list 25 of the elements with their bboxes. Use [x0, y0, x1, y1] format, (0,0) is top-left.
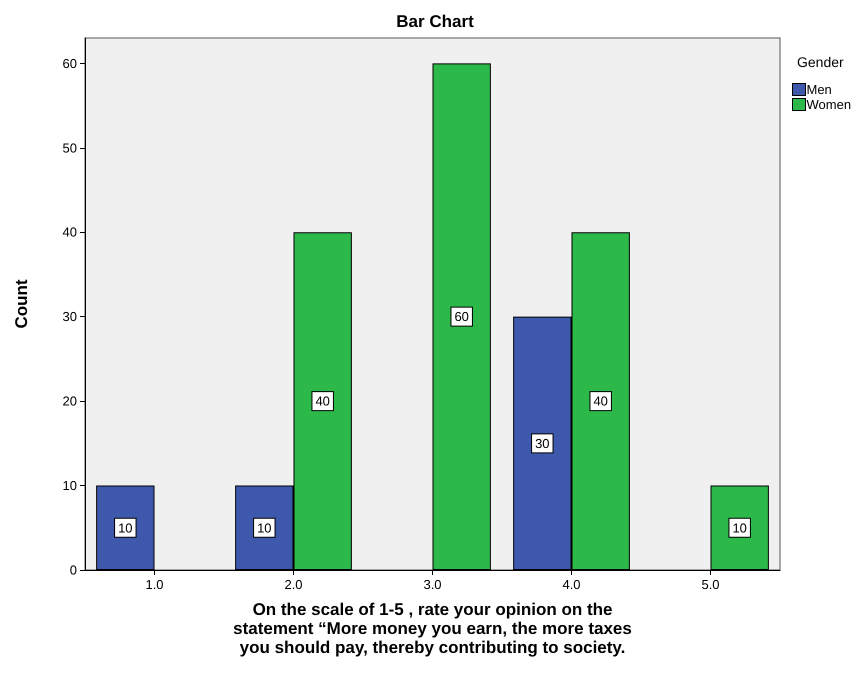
data-label: 30 [535, 436, 550, 451]
y-tick-label: 0 [70, 562, 77, 578]
y-tick-label: 40 [62, 224, 77, 240]
y-tick-label: 10 [62, 478, 77, 494]
y-tick-label: 50 [62, 140, 77, 156]
y-tick-label: 60 [62, 56, 77, 71]
x-axis-title: On the scale of 1-5 , rate your opinion on the statement “More money you earn, the more taxes you should pay, thereby contributing to society. [233, 600, 632, 657]
x-tick-label: 2.0 [284, 577, 303, 592]
chart-title: Bar Chart [396, 12, 474, 31]
data-label: 10 [257, 520, 272, 536]
data-label: 40 [315, 394, 330, 409]
y-tick-label: 30 [62, 309, 77, 324]
y-tick-label: 20 [62, 394, 77, 409]
x-tick-label: 4.0 [562, 577, 581, 592]
legend-title: Gender [797, 54, 844, 70]
y-axis-title: Count [12, 279, 31, 329]
legend-label: Women [806, 97, 852, 112]
legend-label: Men [806, 82, 832, 97]
data-label: 40 [593, 394, 608, 409]
data-label: 10 [732, 520, 747, 536]
x-tick-label: 1.0 [145, 577, 164, 592]
x-tick-label: 5.0 [701, 577, 720, 592]
data-label: 10 [118, 520, 133, 536]
data-label: 60 [454, 309, 469, 324]
x-tick-label: 3.0 [423, 577, 442, 592]
